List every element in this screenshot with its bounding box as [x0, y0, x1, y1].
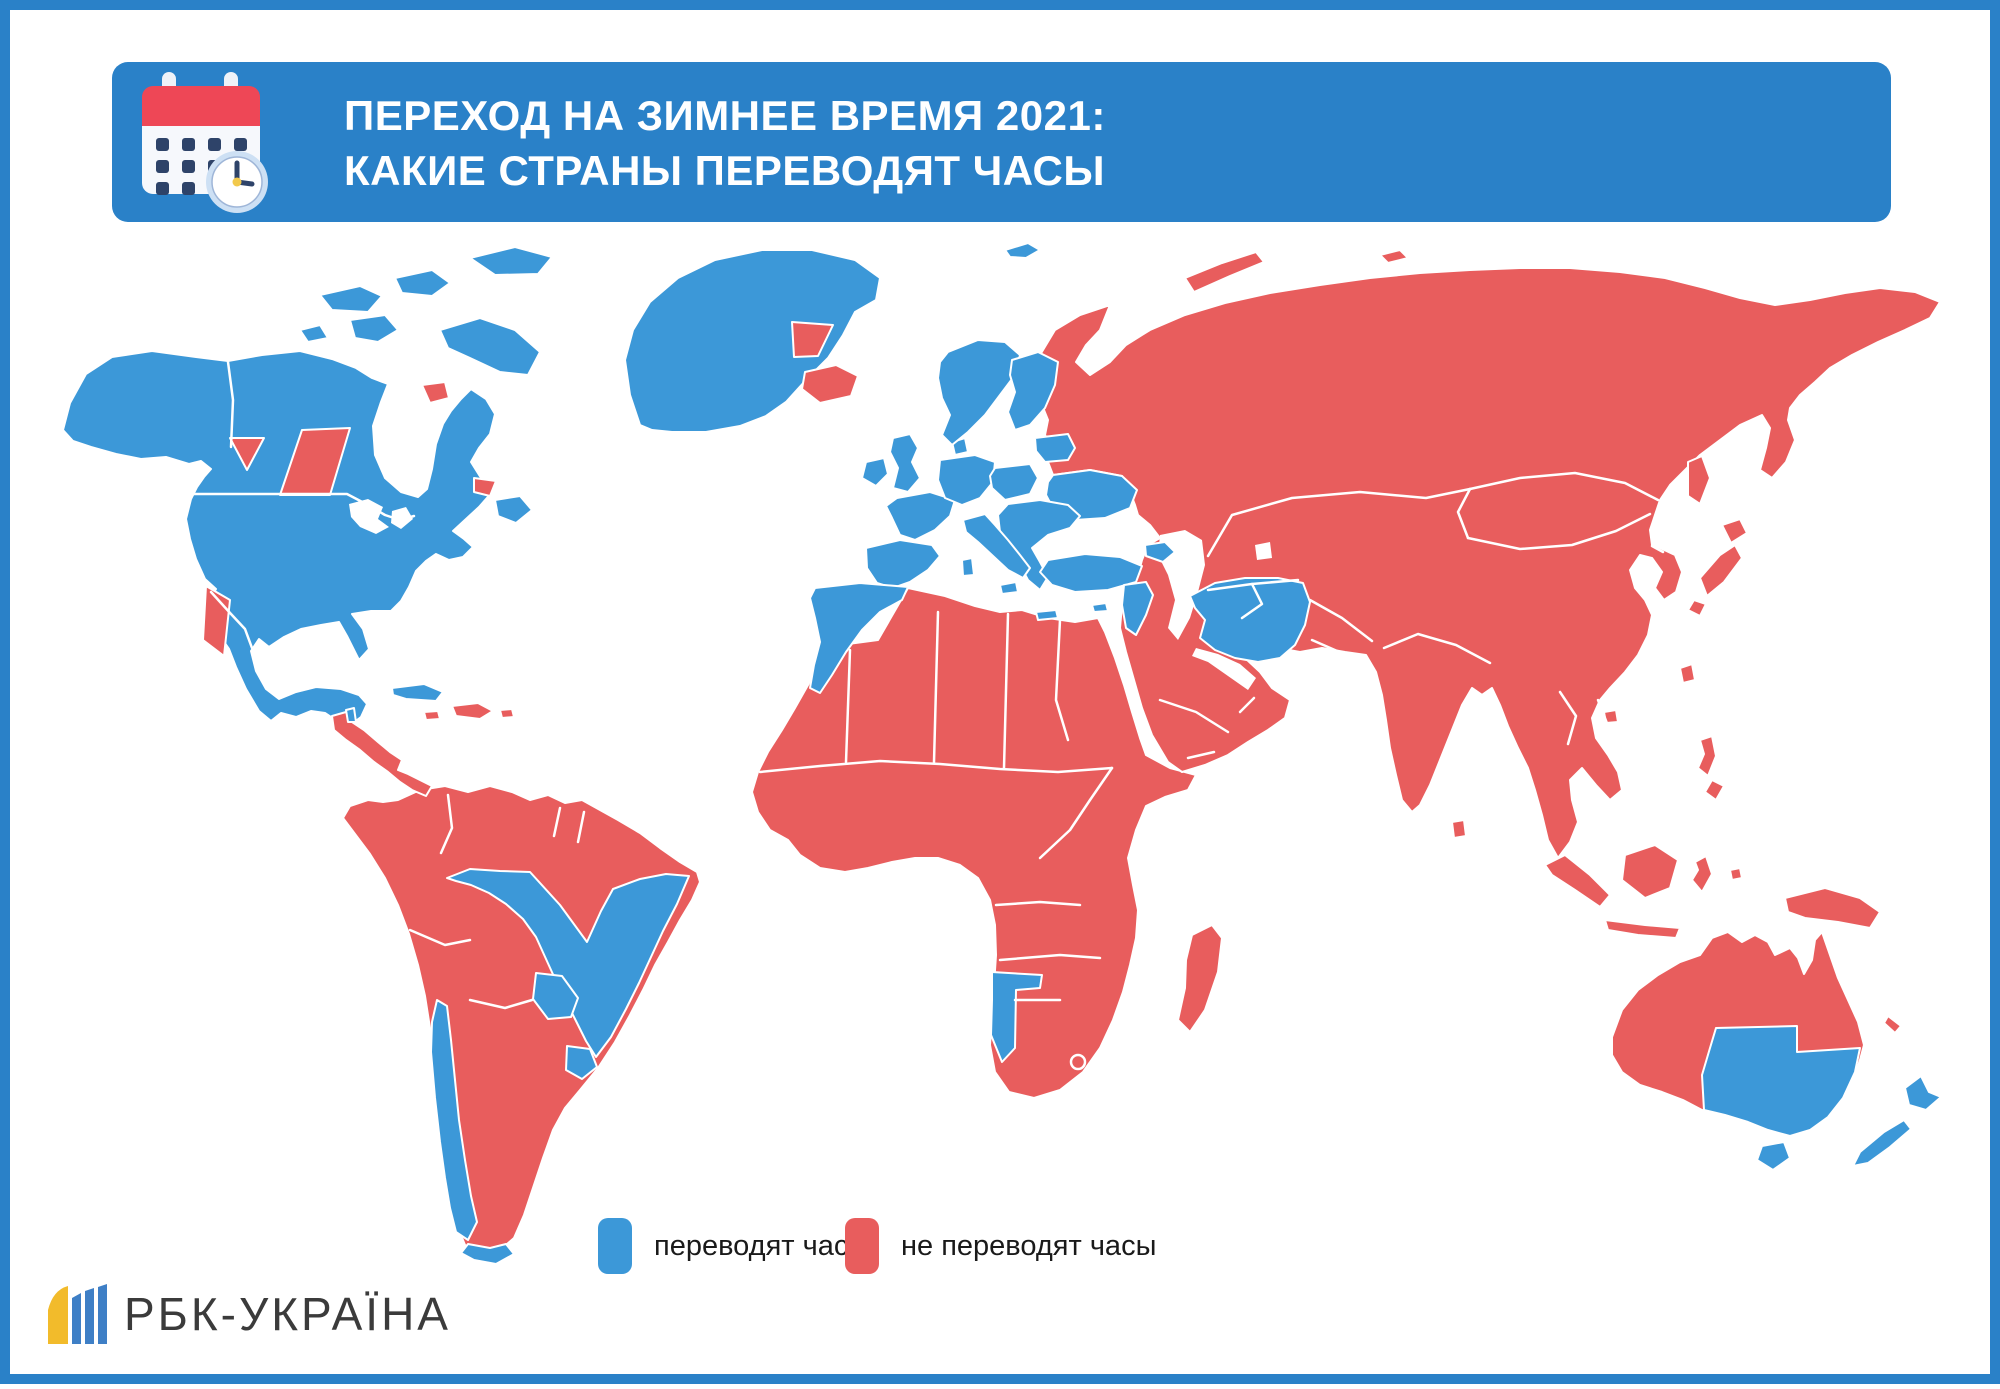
region-finland	[1007, 351, 1059, 431]
region-australia-southeast	[1701, 1025, 1861, 1137]
region-caucasus	[1144, 541, 1176, 563]
region-cuba	[391, 683, 444, 702]
great-lakes	[349, 499, 389, 534]
page-title-line-1: ПЕРЕХОД НА ЗИМНЕЕ ВРЕМЯ 2021:	[344, 92, 1106, 139]
region-labrador-patch	[473, 477, 497, 497]
black-sea	[1070, 514, 1140, 552]
region-svalbard	[1004, 242, 1041, 259]
region-paraguay	[532, 972, 579, 1020]
region-iceland	[801, 364, 859, 404]
region-canada-arctic	[439, 317, 541, 376]
region-central-europe	[937, 454, 996, 506]
rbc-logo-text: РБК-УКРАЇНА	[124, 1288, 451, 1340]
region-tasmania	[1756, 1141, 1791, 1171]
region-france	[885, 491, 956, 541]
region-north-america	[62, 350, 496, 727]
no-dst-patches	[202, 321, 834, 657]
legend-item-no-dst: не переводят часы	[845, 1218, 1156, 1274]
region-africa	[751, 587, 1197, 1099]
region-central-america	[331, 711, 433, 797]
region-philippines	[1697, 735, 1717, 777]
legend-swatch-dst	[598, 1218, 632, 1274]
calendar-clock-icon	[142, 72, 268, 213]
region-sakhalin	[1687, 455, 1711, 505]
region-brazil	[446, 868, 690, 1058]
region-turkey	[1039, 553, 1143, 593]
region-south-america	[342, 785, 701, 1253]
region-indonesia	[1604, 919, 1681, 939]
region-canada-arctic	[319, 285, 383, 313]
country-borders	[188, 360, 1665, 1071]
region-novaya-zemlya	[1184, 251, 1265, 293]
region-canada-arctic	[299, 324, 329, 343]
region-sicily	[999, 581, 1019, 595]
region-iberia	[865, 539, 941, 589]
persian-gulf	[1192, 648, 1256, 690]
region-southampton-island	[421, 381, 450, 404]
dst-regions	[345, 339, 1942, 1265]
region-russia-asia	[1037, 267, 1941, 859]
header-panel: ПЕРЕХОД НА ЗИМНЕЕ ВРЕМЯ 2021: КАКИЕ СТРА…	[112, 62, 1891, 222]
region-new-caledonia	[1883, 1015, 1902, 1034]
region-canada-arctic	[394, 269, 451, 297]
region-canada-arctic	[349, 314, 399, 343]
region-puerto-rico	[499, 708, 515, 719]
region-namibia	[990, 971, 1043, 1063]
region-bc-no-dst-patch	[229, 437, 265, 471]
region-japan	[1721, 518, 1748, 544]
region-iran	[1189, 577, 1311, 663]
page-title: ПЕРЕХОД НА ЗИМНЕЕ ВРЕМЯ 2021: КАКИЕ СТРА…	[344, 88, 1106, 198]
region-philippines	[1704, 779, 1725, 801]
region-uk	[889, 433, 921, 493]
region-japan	[1699, 544, 1743, 597]
legend-swatch-no-dst	[845, 1218, 879, 1274]
region-italy	[962, 513, 1031, 579]
region-uruguay	[565, 1045, 598, 1080]
region-scandinavia	[937, 339, 1021, 446]
region-madagascar	[1177, 924, 1223, 1033]
region-morocco-western-sahara	[809, 582, 909, 694]
region-east-greenland	[791, 321, 834, 358]
region-levant	[1121, 581, 1154, 636]
region-severnaya-zemlya	[1379, 249, 1409, 264]
region-greenland	[624, 249, 881, 433]
region-indonesia	[1729, 867, 1743, 881]
region-chile	[430, 999, 478, 1241]
region-poland	[989, 463, 1039, 501]
rbc-logo-icon	[48, 1284, 107, 1344]
region-indonesia	[1691, 855, 1713, 893]
region-sardinia	[961, 557, 975, 577]
region-ireland	[861, 457, 889, 487]
great-lakes	[391, 507, 413, 529]
region-new-guinea	[1784, 887, 1881, 929]
region-canada-arctic	[469, 246, 553, 276]
region-tierra-del-fuego	[460, 1243, 515, 1265]
region-indonesia	[1621, 844, 1679, 899]
islands	[299, 242, 1902, 1034]
legend-label-no-dst: не переводят часы	[901, 1229, 1157, 1262]
rbc-ukraine-logo: РБК-УКРАЇНА	[46, 1282, 451, 1346]
region-newfoundland	[494, 495, 533, 524]
region-cyprus	[1091, 602, 1109, 613]
legend-label-dst: переводят часы	[654, 1229, 870, 1262]
region-taiwan	[1679, 663, 1696, 684]
region-new-zealand	[1904, 1075, 1942, 1111]
region-indonesia	[1544, 854, 1611, 908]
region-crete	[1035, 609, 1059, 621]
region-new-zealand	[1852, 1119, 1912, 1167]
region-hispaniola	[451, 702, 494, 720]
region-belize	[345, 707, 357, 723]
region-japan	[1687, 599, 1707, 617]
region-sri-lanka	[1451, 819, 1467, 839]
region-jamaica	[423, 710, 441, 721]
region-arizona-sonora	[202, 585, 231, 657]
legend-item-dst: переводят часы	[598, 1218, 869, 1274]
aral-sea	[1255, 542, 1272, 560]
page-title-line-2: КАКИЕ СТРАНЫ ПЕРЕВОДЯТ ЧАСЫ	[344, 147, 1105, 194]
region-baltics	[1034, 433, 1076, 463]
continents	[62, 249, 1941, 1253]
